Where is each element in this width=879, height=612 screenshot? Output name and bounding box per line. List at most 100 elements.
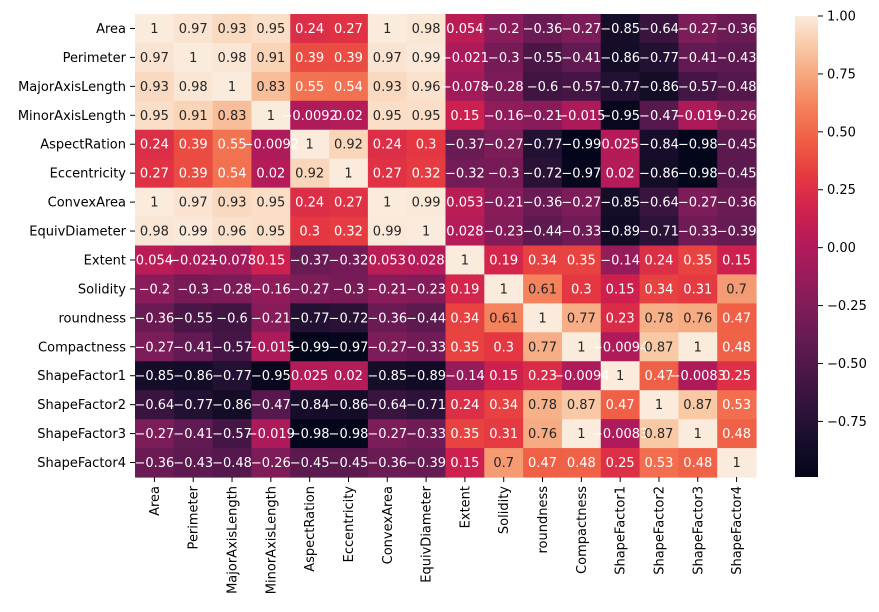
- heatmap-cell: [212, 245, 253, 276]
- cell-value-label: 0.35: [450, 427, 479, 442]
- cell-value-label: −0.72: [523, 167, 563, 182]
- x-tick-label: ShapeFactor4: [730, 486, 745, 575]
- cell-value-label: 0.15: [489, 369, 518, 384]
- heatmap-cell: [251, 216, 291, 247]
- heatmap-cell: [600, 187, 641, 218]
- heatmap-cell: [173, 187, 214, 218]
- heatmap-cell: [639, 42, 679, 73]
- heatmap-cell: [251, 100, 291, 131]
- cell-value-label: 1: [500, 282, 508, 297]
- x-tick-label: roundness: [536, 486, 551, 554]
- cell-value-label: 0.91: [256, 51, 285, 66]
- heatmap-cell: [561, 42, 602, 73]
- heatmap-cell: [678, 71, 718, 102]
- heatmap-cell: [406, 129, 447, 160]
- cell-value-label: 0.053: [446, 196, 483, 211]
- y-tick-label: Extent: [84, 253, 126, 268]
- cell-value-label: 0.99: [373, 225, 402, 240]
- cell-value-label: −0.43: [173, 456, 213, 471]
- heatmap-cell: [717, 158, 757, 189]
- cell-value-label: 0.025: [291, 369, 328, 384]
- heatmap-cell: [445, 42, 485, 73]
- cell-value-label: −0.99: [290, 340, 330, 355]
- heatmap-cell: [561, 419, 602, 449]
- heatmap-cell: [484, 390, 524, 420]
- cell-value-label: 0.98: [179, 80, 208, 95]
- heatmap-cell: [639, 419, 679, 449]
- heatmap-cell: [290, 245, 330, 276]
- heatmap-cell: [329, 245, 369, 276]
- cell-value-label: 1: [577, 340, 585, 355]
- cell-value-label: −0.37: [445, 138, 485, 153]
- heatmap-cell: [600, 274, 641, 304]
- cell-value-label: 0.24: [295, 196, 324, 211]
- cell-value-label: 1: [655, 398, 663, 413]
- heatmap-cell: [445, 419, 485, 449]
- heatmap-cell: [639, 303, 679, 333]
- cell-value-label: −0.23: [406, 282, 446, 297]
- heatmap-cell: [212, 158, 253, 189]
- heatmap-cell: [135, 303, 175, 333]
- cell-value-label: 0.7: [493, 456, 514, 471]
- cell-value-label: 0.92: [295, 167, 324, 182]
- cell-value-label: −0.36: [523, 22, 563, 37]
- cell-value-label: 0.27: [140, 167, 169, 182]
- cell-value-label: −0.015: [557, 109, 605, 124]
- cell-value-label: −0.27: [290, 282, 330, 297]
- heatmap-cell: [173, 42, 214, 73]
- cell-value-label: 0.78: [528, 398, 557, 413]
- cell-value-label: −0.36: [717, 22, 757, 37]
- cell-value-label: −0.77: [600, 80, 640, 95]
- heatmap-cell: [173, 71, 214, 102]
- cell-value-label: −0.021: [169, 253, 217, 268]
- heatmap-cell: [600, 245, 641, 276]
- heatmap-cell: [406, 158, 447, 189]
- cell-value-label: −0.86: [600, 51, 640, 66]
- heatmap-cell: [484, 245, 524, 276]
- cell-value-label: 0.27: [373, 167, 402, 182]
- heatmap-cell: [135, 274, 175, 304]
- cell-value-label: −0.86: [329, 398, 369, 413]
- cell-value-label: −0.72: [329, 311, 369, 326]
- heatmap-cell: [329, 187, 369, 218]
- cell-value-label: 0.3: [416, 138, 437, 153]
- cell-value-label: 0.93: [140, 80, 169, 95]
- heatmap-cell: [600, 14, 641, 44]
- heatmap-cell: [717, 14, 757, 44]
- heatmap-cell: [173, 158, 214, 189]
- cell-value-label: −0.41: [678, 51, 718, 66]
- heatmap-cell: [329, 216, 369, 247]
- heatmap-cell: [600, 158, 641, 189]
- heatmap-cell: [523, 42, 563, 73]
- cell-value-label: 0.24: [644, 253, 673, 268]
- heatmap-cell: [717, 303, 757, 333]
- cell-value-label: −0.27: [134, 340, 174, 355]
- cell-value-label: 0.15: [256, 253, 285, 268]
- cell-value-label: 0.97: [140, 51, 169, 66]
- cell-value-label: 0.054: [446, 22, 483, 37]
- colorbar: 1.00 0.75 0.50 0.25 0.00 −0.25 −0.50 −0.75: [795, 10, 867, 477]
- heatmap-cell: [484, 158, 524, 189]
- heatmap-cell: [290, 187, 330, 218]
- heatmap-cell: [329, 274, 369, 304]
- heatmap-cell: [523, 361, 563, 391]
- heatmap-cells: [135, 14, 757, 478]
- heatmap-cell: [212, 361, 253, 391]
- cell-value-label: 1: [344, 167, 352, 182]
- heatmap-cell: [639, 448, 679, 478]
- cell-value-label: −0.77: [173, 398, 213, 413]
- cell-value-label: −0.84: [639, 138, 679, 153]
- heatmap-cell: [445, 274, 485, 304]
- x-tick-label: Perimeter: [187, 485, 202, 549]
- heatmap-cell: [678, 216, 718, 247]
- cell-value-label: 0.78: [644, 311, 673, 326]
- heatmap-cell: [717, 448, 757, 478]
- heatmap-cell: [251, 42, 291, 73]
- heatmap-cell: [717, 245, 757, 276]
- cell-value-label: −0.47: [639, 109, 679, 124]
- cell-value-label: −0.27: [367, 340, 407, 355]
- heatmap-cell: [561, 303, 602, 333]
- heatmap-cell: [678, 245, 718, 276]
- cell-value-label: −0.36: [367, 311, 407, 326]
- cell-value-label: −0.33: [406, 340, 446, 355]
